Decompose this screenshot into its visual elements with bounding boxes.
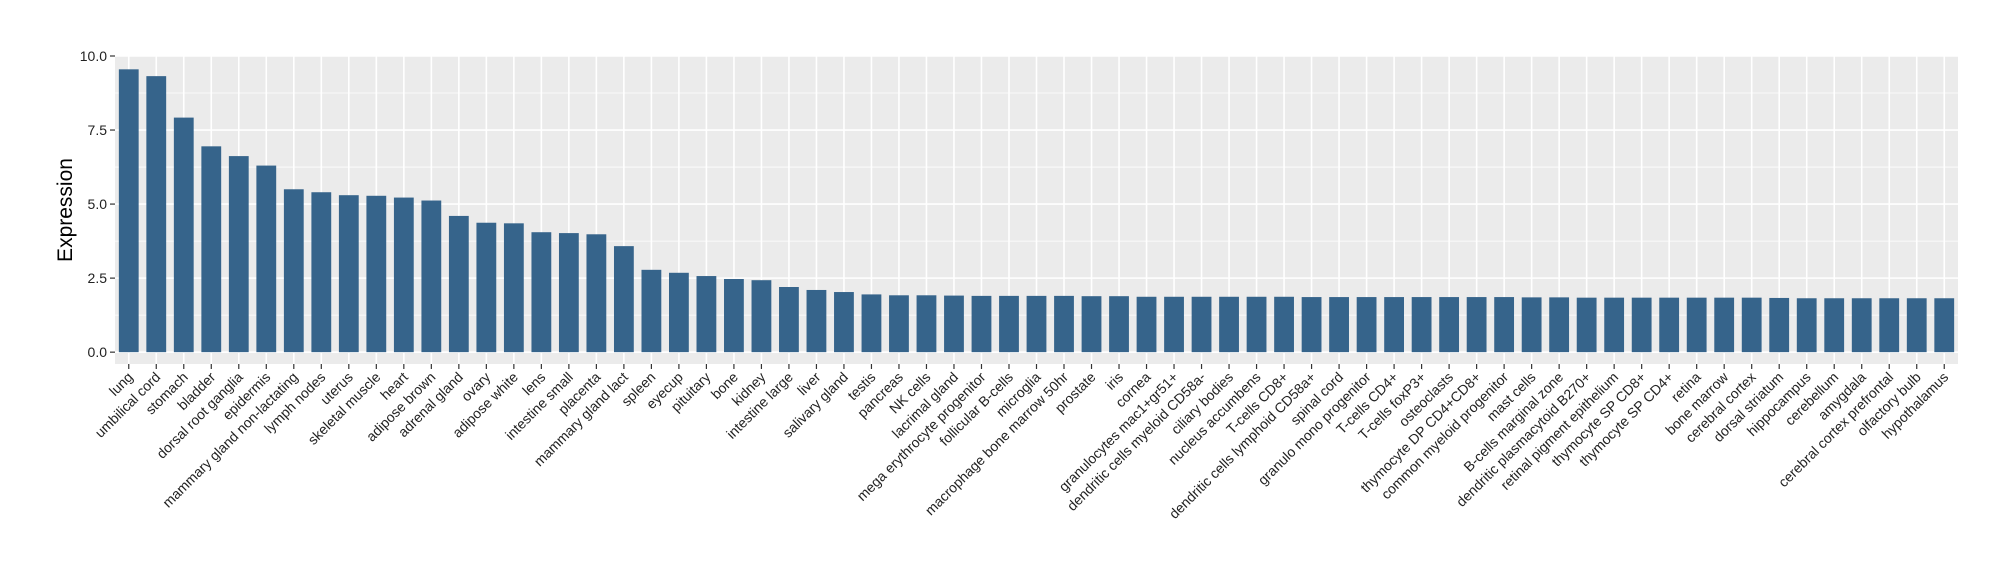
bar [1631,297,1652,353]
bar [448,215,469,353]
bar [1109,296,1129,353]
bar [1274,296,1294,353]
bar [476,222,497,353]
bar [1411,297,1432,353]
bar [1824,298,1845,353]
bar [669,272,689,353]
bar [1191,296,1212,353]
bar [421,200,442,353]
bar [173,117,194,353]
bar [1906,298,1927,353]
bar [1081,296,1102,353]
bar [1466,297,1487,353]
bar [1769,297,1790,353]
bar [944,295,964,353]
bar [1026,295,1047,353]
bar [724,279,744,353]
bar [999,295,1019,353]
y-tick-label: 7.5 [88,122,108,138]
y-tick-label: 10.0 [80,48,107,64]
bar [779,287,799,353]
bar [1741,297,1762,353]
bar [889,295,909,353]
bar [1934,298,1955,353]
bar [1439,297,1460,353]
bar [751,280,772,353]
bar [1246,296,1267,353]
bar [1384,297,1404,353]
bar [1659,297,1680,353]
bar [1604,297,1625,353]
bar [1879,298,1900,353]
bars [118,69,1955,353]
bar [283,189,304,353]
bar [1494,297,1515,353]
bar [1796,298,1817,353]
y-axis-title: Expression [54,158,77,262]
bar [1549,297,1570,353]
bar [393,197,414,353]
bar [503,223,524,353]
bar [971,295,992,353]
y-tick-label: 2.5 [88,270,108,286]
bar [558,233,579,353]
bar [1521,297,1542,353]
bar [201,146,222,353]
bar [861,294,882,353]
bar [366,195,387,353]
bar [338,195,359,353]
bar [311,192,332,353]
y-tick-label: 0.0 [88,344,108,360]
bar [1686,297,1707,353]
bar [1164,296,1184,353]
bar [806,289,827,353]
bar [1576,297,1597,353]
bar [1301,297,1322,353]
y-axis: 0.0 2.5 5.0 7.5 10.0 [80,48,115,360]
bar [1054,295,1074,353]
bar [586,234,607,353]
y-tick-label: 5.0 [88,196,108,212]
bar [916,295,937,353]
bar [1329,297,1349,353]
bar [641,269,662,353]
bar [696,276,717,353]
bar [1219,296,1239,353]
bar [1356,297,1377,353]
bar [146,76,167,353]
bar [1714,297,1735,353]
bar [228,156,249,353]
bar [834,292,854,353]
bar [1851,298,1872,353]
bar [256,165,277,353]
bar [118,69,139,353]
bar [1136,296,1157,353]
bar [613,246,634,353]
bar [531,232,552,353]
